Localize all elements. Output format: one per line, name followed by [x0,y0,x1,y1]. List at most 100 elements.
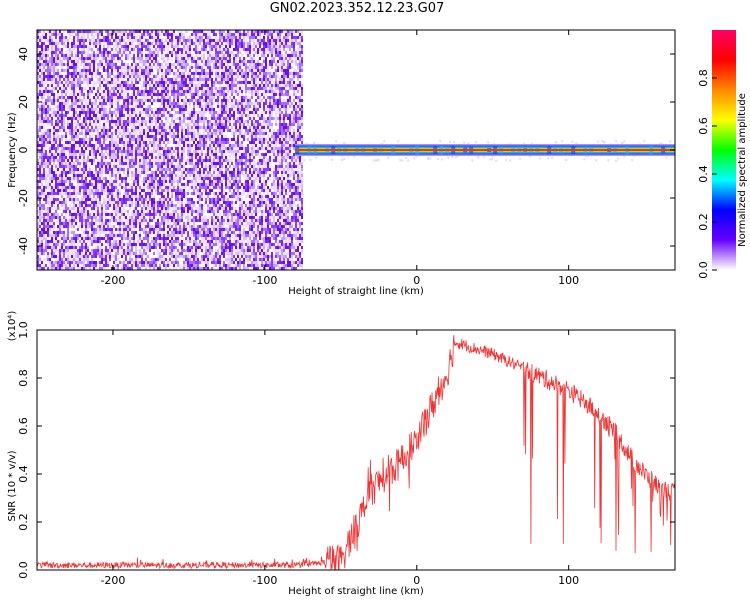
heatmap-cell [163,141,165,144]
heatmap-cell [97,111,99,114]
heatmap-cell [177,30,179,33]
heatmap-cell [139,174,141,177]
heatmap-cell [115,246,117,249]
heatmap-cell [105,249,107,252]
heatmap-cell [145,84,147,87]
heatmap-cell [95,231,97,234]
heatmap-cell [151,180,153,183]
heatmap-cell [59,75,61,78]
heatmap-cell [123,261,125,264]
heatmap-cell [123,171,125,174]
heatmap-cell [53,216,55,219]
heatmap-cell [49,183,51,186]
heatmap-cell [179,105,181,108]
heatmap-cell [75,228,77,231]
heatmap-cell [193,177,195,180]
heatmap-cell [51,159,53,162]
heatmap-cell [39,213,41,216]
heatmap-cell [109,129,111,132]
heatmap-cell [55,150,57,153]
heatmap-cell [81,258,83,261]
heatmap-cell [147,129,149,132]
heatmap-cell [127,171,129,174]
heatmap-cell [73,204,75,207]
heatmap-cell [37,141,39,144]
heatmap-cell [91,171,93,174]
heatmap-cell [135,150,137,153]
heatmap-cell [99,159,101,162]
heatmap-cell [153,63,155,66]
heatmap-cell [91,150,93,153]
heatmap-cell [141,141,143,144]
heatmap-cell [55,255,57,258]
heatmap-cell [69,138,71,141]
heatmap-cell [147,111,149,114]
heatmap-cell [173,231,175,234]
heatmap-cell [149,126,151,129]
heatmap-cell [129,75,131,78]
heatmap-cell [83,69,85,72]
heatmap-cell [47,99,49,102]
heatmap-cell [77,114,79,117]
heatmap-cell [45,183,47,186]
heatmap-cell [105,93,107,96]
heatmap-cell [95,234,97,237]
heatmap-cell [53,33,55,36]
heatmap-cell [175,147,177,150]
heatmap-cell [105,30,107,33]
heatmap-cell [183,207,185,210]
heatmap-cell [145,177,147,180]
heatmap-cell [75,141,77,144]
heatmap-cell [69,210,71,213]
heatmap-cell [65,90,67,93]
heatmap-cell [137,135,139,138]
heatmap-cell [149,129,151,132]
heatmap-cell [141,171,143,174]
heatmap-cell [115,144,117,147]
heatmap-cell [179,144,181,147]
heatmap-cell [189,75,191,78]
heatmap-cell [163,126,165,129]
heatmap-cell [75,129,77,132]
heatmap-cell [125,195,127,198]
heatmap-cell [143,108,145,111]
heatmap-cell [115,153,117,156]
heatmap-cell [63,252,65,255]
heatmap-cell [135,198,137,201]
heatmap-cell [177,102,179,105]
heatmap-cell [187,72,189,75]
heatmap-cell [43,126,45,129]
heatmap-cell [141,201,143,204]
heatmap-cell [181,210,183,213]
heatmap-cell [185,108,187,111]
heatmap-cell [57,54,59,57]
heatmap-cell [85,141,87,144]
heatmap-cell [67,78,69,81]
heatmap-cell [135,30,137,33]
heatmap-cell [71,267,73,270]
heatmap-cell [177,99,179,102]
heatmap-cell [181,198,183,201]
heatmap-cell [45,207,47,210]
heatmap-cell [61,99,63,102]
heatmap-cell [59,255,61,258]
heatmap-cell [145,36,147,39]
heatmap-cell [161,255,163,258]
heatmap-cell [101,192,103,195]
heatmap-cell [161,258,163,261]
heatmap-cell [47,174,49,177]
heatmap-cell [57,93,59,96]
heatmap-cell [161,39,163,42]
heatmap-cell [121,135,123,138]
heatmap-cell [143,219,145,222]
heatmap-cell [123,75,125,78]
heatmap-cell [187,171,189,174]
heatmap-cell [97,57,99,60]
heatmap-cell [47,120,49,123]
heatmap-cell [185,105,187,108]
heatmap-cell [47,90,49,93]
heatmap-cell [103,222,105,225]
heatmap-cell [53,162,55,165]
heatmap-cell [165,180,167,183]
heatmap-cell [43,150,45,153]
